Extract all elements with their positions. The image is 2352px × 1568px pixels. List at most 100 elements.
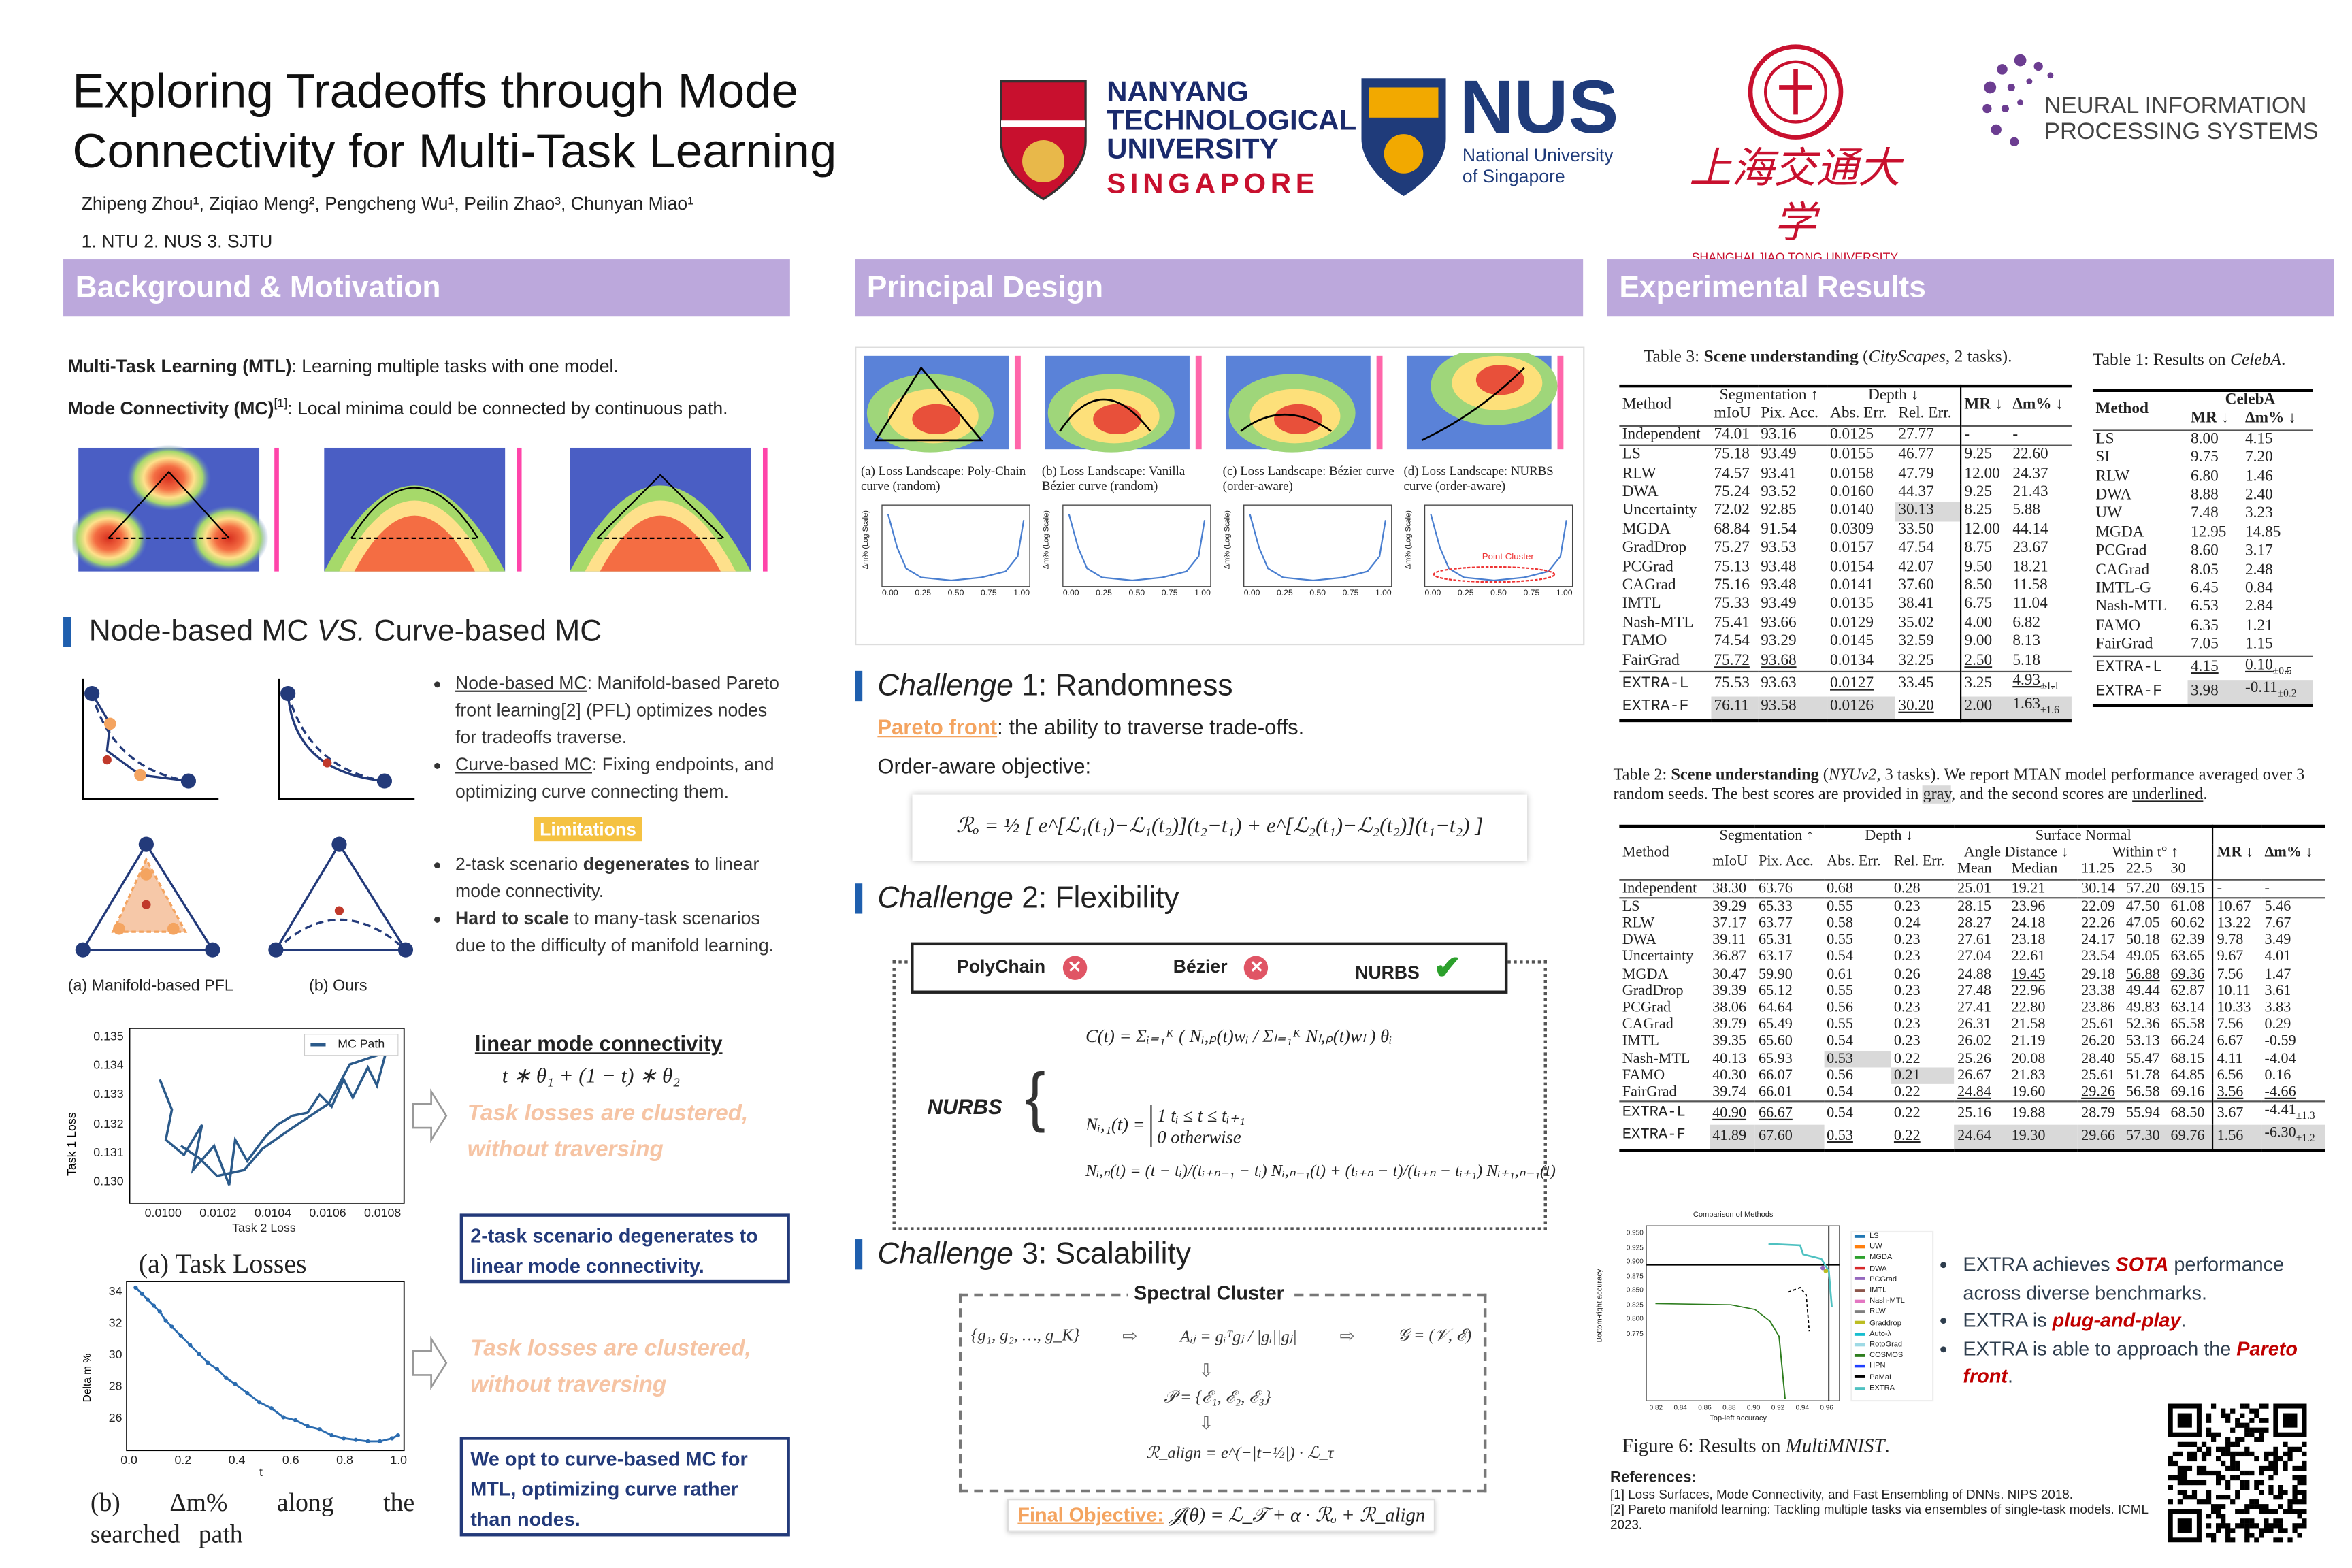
- value-cell: -4.04: [2264, 1050, 2296, 1067]
- th-angle: Angle Distance ↓: [1963, 845, 2069, 862]
- value-cell: 5.88: [2012, 502, 2041, 520]
- method-cell: CAGrad: [1622, 1016, 1673, 1034]
- value-cell: 0.0126: [1827, 696, 1895, 721]
- value-cell: 22.09: [2081, 898, 2116, 915]
- value-cell: 20.08: [2011, 1050, 2046, 1067]
- value-cell: 27.04: [1957, 949, 1991, 966]
- y-tick-label: 0.850: [1626, 1286, 1644, 1294]
- value-cell: 75.24: [1714, 484, 1750, 501]
- challenge-2-heading: Challenge 2: Flexibility: [855, 883, 1179, 914]
- data-point: [151, 1303, 157, 1308]
- mtl-text: : Learning multiple tasks with one model…: [291, 355, 619, 377]
- y-ticks: 34 32 30 28 26: [99, 1275, 122, 1434]
- value-cell: 3.17: [2245, 543, 2273, 560]
- value-cell: 6.56: [2212, 1067, 2262, 1084]
- data-point: [157, 1309, 162, 1314]
- mtl-definition: Multi-Task Learning (MTL): Learning mult…: [68, 356, 619, 377]
- value-cell: 22.80: [2011, 999, 2046, 1017]
- mini-chart-plot: [881, 504, 1030, 587]
- value-cell: 30.47: [1712, 966, 1747, 983]
- table-row: GradDrop 39.39 65.12 0.55 0.23 27.48 22.96 23.3…: [1619, 983, 2325, 1000]
- value-cell: 0.55: [1827, 1016, 1853, 1034]
- neurips-logo: NEURAL INFORMATION PROCESSING SYSTEMS: [1975, 48, 2322, 154]
- x-ticks: 0.82 0.84 0.86 0.88 0.90 0.92 0.94 0.96: [1650, 1404, 1833, 1411]
- curve-type-nurbs: NURBS ✔: [1355, 948, 1461, 987]
- neurips-name-2: PROCESSING SYSTEMS: [2044, 119, 2319, 145]
- value-cell: 23.18: [2011, 932, 2046, 949]
- mc-definition: Mode Connectivity (MC)[1]: Local minima …: [68, 397, 728, 419]
- value-cell: 3.67: [2212, 1101, 2262, 1126]
- value-cell: 10.67: [2212, 897, 2262, 915]
- heading-part-b: Curve-based MC: [365, 615, 602, 649]
- landscape-figure: (c) Loss Landscape: Bézier curve (order-…: [1223, 353, 1398, 493]
- legend-swatch: [1854, 1386, 1865, 1390]
- value-cell: 6.82: [2012, 615, 2041, 632]
- cap-it: NYUv2: [1828, 766, 1877, 784]
- pareto-term: Pareto front: [877, 715, 998, 739]
- chart-legend: LS UW MGDA DWA PCGrad IMTL Nash-MTL RLW Graddrop…: [1854, 1232, 1905, 1394]
- value-cell: 0.24: [1893, 915, 1921, 932]
- x-tick-label: 0.0102: [199, 1206, 237, 1220]
- data-point: [305, 1424, 310, 1428]
- result-bullet: EXTRA is able to approach the Pareto fro…: [1963, 1335, 2340, 1391]
- nus-crest-icon: [1361, 78, 1446, 196]
- value-cell: 65.58: [2170, 1016, 2205, 1034]
- align-formula: ℛ_align = e^(−|t−½|) · ℒ_τ: [1145, 1444, 1334, 1463]
- method-cell: FairGrad: [1622, 1083, 1677, 1101]
- authors: Zhipeng Zhou¹, Ziqiao Meng², Pengcheng W…: [81, 193, 694, 214]
- data-point: [233, 1382, 238, 1386]
- multimnist-chart: Comparison of Methods 0.950 0.925 0.900 0.8…: [1596, 1211, 1934, 1429]
- value-cell: 52.36: [2125, 1016, 2160, 1034]
- legend-swatch: [1854, 1332, 1865, 1335]
- value-cell: 0.23: [1893, 898, 1921, 915]
- x-tick-label: 1.00: [1194, 589, 1211, 599]
- table-row: DWA 75.24 93.52 0.0160 44.37 9.25 21.43: [1619, 484, 2072, 503]
- th-sub: 11.25: [2081, 861, 2115, 879]
- th-sub: Pix. Acc.: [1761, 406, 1818, 423]
- value-cell: 47.79: [1898, 465, 1934, 483]
- value-cell: 0.0134: [1830, 652, 1874, 669]
- cap-bold: Scene understanding: [1703, 348, 1859, 367]
- nurbs-label: NURBS: [927, 1094, 1002, 1119]
- x-tick-label: 0.0: [120, 1453, 137, 1467]
- legend-label: EXTRA: [1869, 1384, 1895, 1393]
- x-tick-label: 0.0104: [254, 1206, 292, 1220]
- y-ticks: 0.135 0.134 0.133 0.132 0.131 0.130: [87, 1022, 123, 1196]
- nus-logo: NUS National University of Singapore: [1357, 69, 1636, 203]
- arrow-down-icon: ⇩: [1198, 1360, 1214, 1382]
- value-cell: 76.11: [1711, 696, 1758, 721]
- value-cell: 19.45: [2011, 966, 2046, 983]
- method-cell: EXTRA-F: [2095, 682, 2163, 701]
- title-line-1: Exploring Tradeoffs through Mode: [72, 63, 799, 118]
- value-cell: 0.23: [1893, 983, 1921, 1000]
- value-cell: 5.46: [2264, 898, 2291, 915]
- result-bullet: EXTRA is plug-and-play.: [1963, 1307, 2340, 1335]
- value-cell: 5.18: [2012, 652, 2041, 669]
- y-ticks: 0.950 0.925 0.900 0.875 0.850 0.825 0.800 0.775: [1619, 1226, 1644, 1340]
- value-cell: 91.54: [1761, 521, 1797, 538]
- legend-item: PCGrad: [1854, 1275, 1905, 1286]
- sjtu-chinese-name: 上海交通大学: [1689, 143, 1901, 248]
- value-cell: 8.60: [2191, 543, 2219, 560]
- nurbs-formula-c: C(t) = Σᵢ₌₁ᴷ ( Nᵢ,ₚ(t)wᵢ / Σₗ₌₁ᴷ Nₗ,ₚ(t)…: [1085, 1025, 1392, 1047]
- value-cell: 93.16: [1761, 426, 1797, 443]
- x-tick-label: 0.25: [915, 589, 932, 599]
- x-tick-label: 0.2: [174, 1453, 192, 1467]
- x-tick-label: 0.50: [947, 589, 964, 599]
- spectral-top-row: {g₁, g₂, …, g_K} ⇨ Aᵢⱼ = gᵢᵀgⱼ / |gᵢ||gⱼ…: [971, 1321, 1472, 1351]
- method-cell: Nash-MTL: [1622, 615, 1694, 632]
- x-tick-label: 1.0: [390, 1453, 408, 1467]
- value-cell: 12.00: [1959, 521, 2010, 540]
- y-tick-label: 0.950: [1626, 1228, 1644, 1237]
- value-cell: 25.16: [1957, 1105, 1991, 1122]
- legend-item: RotoGrad: [1854, 1341, 1905, 1352]
- data-point: [178, 1333, 183, 1338]
- qr-code[interactable]: [2168, 1403, 2307, 1543]
- value-cell: 0.0127: [1830, 674, 1874, 692]
- final-objective-formula: 𝒥(θ) = ℒ_𝒯 + α · ℛₒ + ℛ_align: [1169, 1503, 1426, 1526]
- left-brace-icon: {: [1025, 1061, 1046, 1134]
- value-cell: 6.53: [2191, 599, 2219, 616]
- value-cell: 27.61: [1957, 932, 1991, 949]
- bullet-text: : Fixing endpoints, and optimizing curve…: [455, 753, 774, 802]
- method-cell: CAGrad: [2095, 561, 2150, 578]
